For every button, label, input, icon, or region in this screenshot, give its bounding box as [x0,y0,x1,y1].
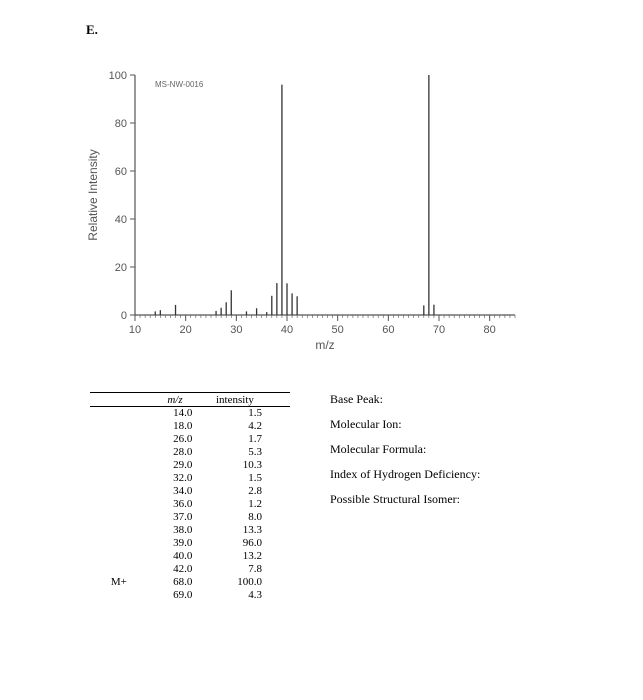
cell-mz: 29.0 [141,459,211,472]
cell-mz: 37.0 [141,511,211,524]
cell-mark [90,589,141,602]
info-item: Possible Structural Isomer: [330,492,480,507]
table-row: 26.01.7 [90,433,290,446]
svg-text:Relative Intensity: Relative Intensity [86,149,100,240]
svg-text:60: 60 [115,166,127,178]
svg-text:50: 50 [332,324,344,336]
svg-text:40: 40 [281,324,293,336]
table-row: M+68.0100.0 [90,576,290,589]
cell-mz: 69.0 [141,589,211,602]
cell-intensity: 13.2 [210,550,290,563]
svg-text:80: 80 [484,324,496,336]
table-body: 14.01.518.04.226.01.728.05.329.010.332.0… [90,407,290,602]
cell-intensity: 8.0 [210,511,290,524]
cell-mz: 36.0 [141,498,211,511]
cell-mz: 42.0 [141,563,211,576]
table-row: 40.013.2 [90,550,290,563]
cell-intensity: 100.0 [210,576,290,589]
info-item: Index of Hydrogen Deficiency: [330,467,480,482]
cell-intensity: 4.3 [210,589,290,602]
cell-mz: 34.0 [141,485,211,498]
data-panel: m/z intensity 14.01.518.04.226.01.728.05… [90,392,570,602]
info-item: Molecular Ion: [330,417,480,432]
table-row: 69.04.3 [90,589,290,602]
table-header: m/z intensity [90,394,290,407]
cell-intensity: 1.5 [210,472,290,485]
cell-mz: 40.0 [141,550,211,563]
info-list: Base Peak: Molecular Ion: Molecular Formul… [330,392,480,602]
cell-mark [90,550,141,563]
cell-intensity: 1.5 [210,407,290,420]
cell-mark [90,537,141,550]
cell-mark [90,459,141,472]
table-row: 14.01.5 [90,407,290,420]
cell-mz: 18.0 [141,420,211,433]
info-item: Base Peak: [330,392,480,407]
cell-mark [90,524,141,537]
cell-mz: 38.0 [141,524,211,537]
svg-text:100: 100 [109,70,127,82]
cell-mz: 68.0 [141,576,211,589]
cell-intensity: 7.8 [210,563,290,576]
table-top-rule [90,392,290,393]
svg-text:20: 20 [115,262,127,274]
table-row: 28.05.3 [90,446,290,459]
cell-mark [90,472,141,485]
svg-text:60: 60 [382,324,394,336]
cell-mark [90,511,141,524]
svg-text:80: 80 [115,118,127,130]
svg-text:m/z: m/z [315,338,334,352]
svg-text:10: 10 [129,324,141,336]
table-row: 42.07.8 [90,563,290,576]
cell-mz: 14.0 [141,407,211,420]
table-row: 39.096.0 [90,537,290,550]
table-row: 38.013.3 [90,524,290,537]
cell-intensity: 10.3 [210,459,290,472]
svg-text:30: 30 [230,324,242,336]
cell-mark: M+ [90,576,141,589]
section-label: E. [86,22,98,38]
cell-intensity: 5.3 [210,446,290,459]
table-row: 18.04.2 [90,420,290,433]
cell-mz: 32.0 [141,472,211,485]
svg-text:20: 20 [180,324,192,336]
cell-mark [90,420,141,433]
svg-text:70: 70 [433,324,445,336]
cell-intensity: 2.8 [210,485,290,498]
cell-mark [90,563,141,576]
cell-mz: 28.0 [141,446,211,459]
table-row: 37.08.0 [90,511,290,524]
col-mz-header: m/z [140,394,210,406]
cell-mz: 26.0 [141,433,211,446]
table-row: 36.01.2 [90,498,290,511]
cell-mz: 39.0 [141,537,211,550]
table-row: 32.01.5 [90,472,290,485]
table-row: 29.010.3 [90,459,290,472]
cell-intensity: 1.2 [210,498,290,511]
cell-intensity: 13.3 [210,524,290,537]
cell-intensity: 1.7 [210,433,290,446]
cell-mark [90,498,141,511]
data-table: m/z intensity 14.01.518.04.226.01.728.05… [90,392,290,602]
chart-svg: 0 20 40 60 80 100 10 20 30 40 50 60 70 80 m/z Relative … [80,65,530,355]
svg-text:40: 40 [115,214,127,226]
cell-intensity: 4.2 [210,420,290,433]
cell-mark [90,446,141,459]
table-row: 34.02.8 [90,485,290,498]
info-item: Molecular Formula: [330,442,480,457]
cell-intensity: 96.0 [210,537,290,550]
svg-text:0: 0 [121,310,127,322]
cell-mark [90,485,141,498]
cell-mark [90,407,141,420]
mass-spectrum-chart: 0 20 40 60 80 100 10 20 30 40 50 60 70 80 m/z Relative … [80,65,530,355]
cell-mark [90,433,141,446]
col-mark-header [90,394,140,406]
col-intensity-header: intensity [210,394,286,406]
svg-text:MS-NW-0016: MS-NW-0016 [155,80,204,89]
